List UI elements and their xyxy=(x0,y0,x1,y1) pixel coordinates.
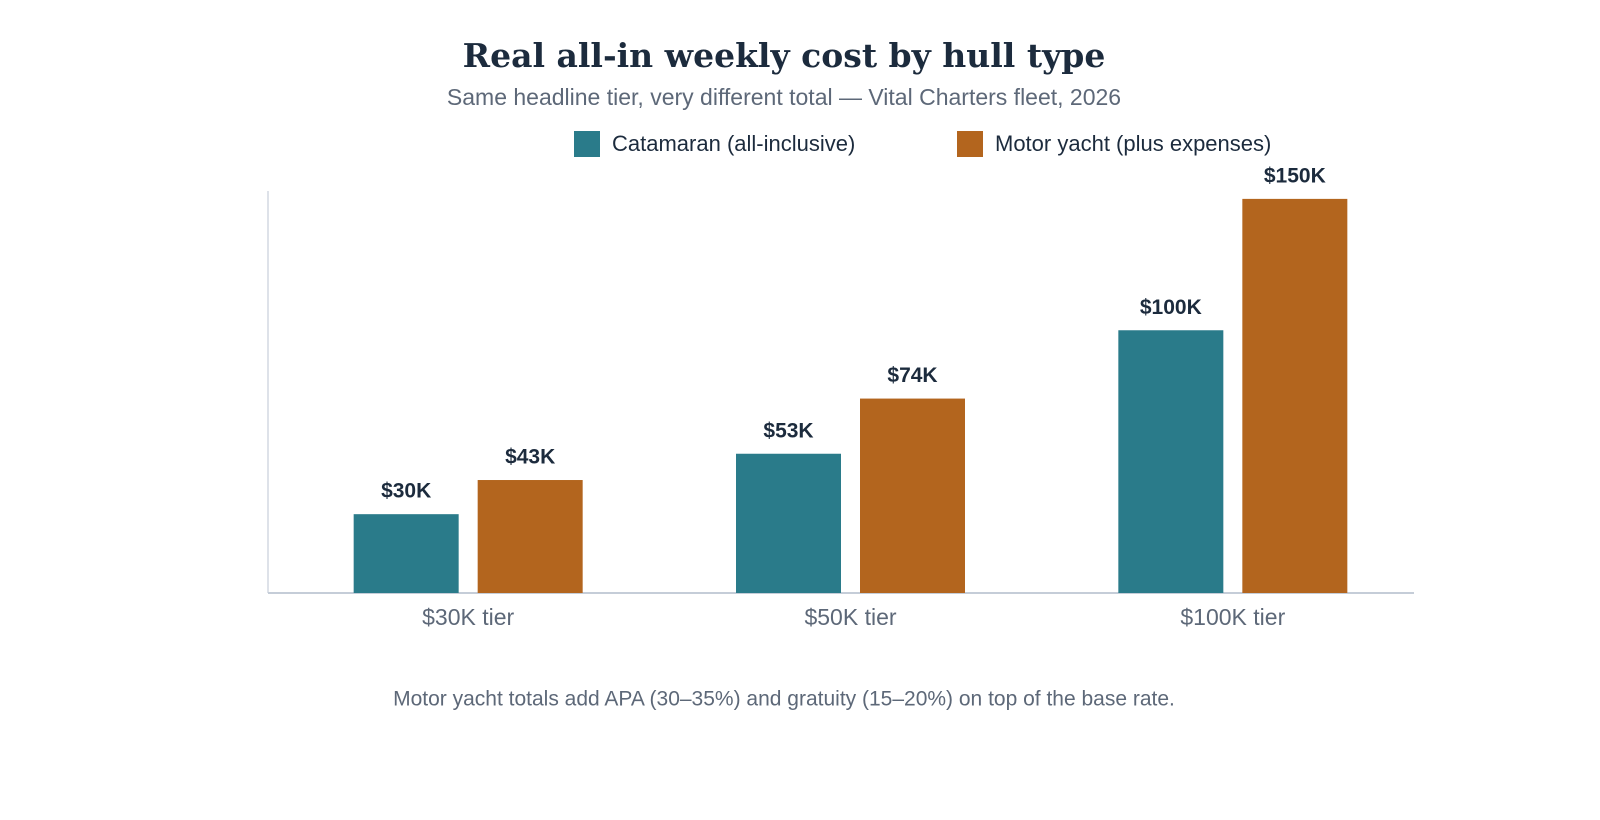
value-label: $74K xyxy=(887,364,937,387)
legend-label: Catamaran (all-inclusive) xyxy=(612,131,855,156)
x-tick-label: $30K tier xyxy=(422,604,514,630)
chart-title: Real all-in weekly cost by hull type xyxy=(463,36,1106,75)
bar xyxy=(353,514,459,593)
bar xyxy=(477,480,583,593)
bar xyxy=(736,453,841,593)
x-tick-label: $50K tier xyxy=(804,604,896,630)
legend-swatch xyxy=(574,131,600,157)
value-label: $53K xyxy=(763,419,813,442)
x-tick-label: $100K tier xyxy=(1180,604,1285,630)
value-label: $100K xyxy=(1140,296,1202,319)
value-label: $43K xyxy=(505,446,555,469)
chart-subtitle: Same headline tier, very different total… xyxy=(447,84,1121,110)
value-label: $30K xyxy=(381,480,431,503)
legend-swatch xyxy=(957,131,983,157)
bar xyxy=(860,398,965,593)
bar xyxy=(1118,330,1224,593)
bar xyxy=(1242,198,1348,593)
annotation: Motor yacht totals add APA (30–35%) and … xyxy=(393,688,1175,711)
legend-label: Motor yacht (plus expenses) xyxy=(995,131,1271,156)
value-label: $150K xyxy=(1264,164,1326,187)
